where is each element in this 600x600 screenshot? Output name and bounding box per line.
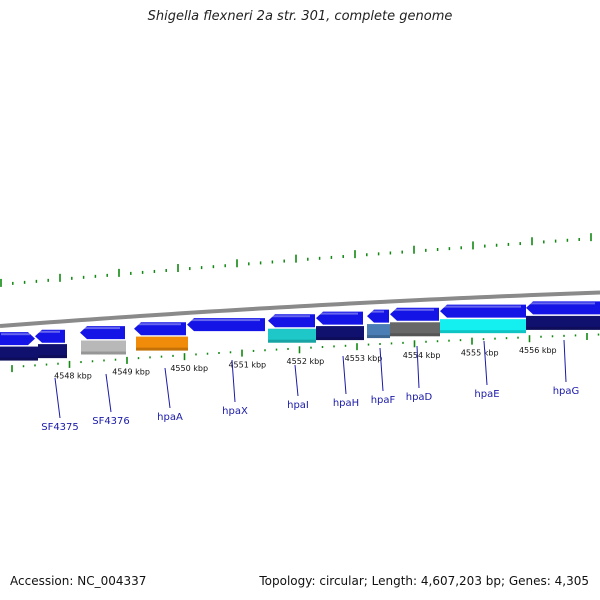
label-leader-line (483, 340, 488, 386)
gene-arrow[interactable] (390, 307, 439, 321)
kbp-label: 4556 kbp (519, 346, 557, 355)
gene-label[interactable]: hpaI (287, 400, 309, 411)
gene-label[interactable]: hpaA (157, 412, 183, 423)
gene-shadow (390, 333, 440, 337)
gene-block[interactable] (390, 322, 440, 337)
gene-arrow[interactable] (526, 301, 600, 315)
kbp-label: 4555 kbp (461, 348, 499, 357)
genome-backbone (0, 290, 600, 328)
accession-text: Accession: NC_004337 (10, 574, 147, 588)
gene-block[interactable] (81, 340, 126, 355)
gene-shadow (0, 357, 38, 361)
gene-highlight (269, 315, 310, 318)
gene-shadow (440, 330, 526, 334)
gene-highlight (1, 333, 30, 336)
outer-tick-track (0, 233, 592, 287)
kbp-label: 4554 kbp (403, 351, 441, 360)
gene-arrow[interactable] (440, 304, 526, 318)
gene-highlight (441, 305, 521, 308)
gene-shadow (81, 351, 126, 355)
gene-arrow[interactable] (367, 309, 389, 323)
gene-label[interactable]: hpaX (222, 406, 248, 417)
inner-tick-track (11, 332, 600, 373)
gene-shadow (526, 326, 600, 330)
label-leader-line (563, 339, 567, 383)
gene-highlight (135, 323, 181, 326)
label-leader-line (164, 367, 171, 409)
gene-label[interactable]: hpaH (333, 398, 359, 409)
label-leader-line (379, 347, 384, 392)
backbone-line (0, 290, 600, 328)
kbp-label: 4551 kbp (228, 360, 266, 369)
gene-block[interactable] (38, 344, 67, 359)
label-leader-line (54, 377, 61, 419)
kbp-axis-labels: 4548 kbp 4549 kbp 4550 kbp 4551 kbp 4552 kbp… (54, 346, 557, 381)
gene-highlight (317, 312, 358, 315)
gene-block[interactable] (440, 319, 526, 334)
gene-shadow (367, 335, 390, 339)
gene-arrow[interactable] (35, 329, 65, 343)
gene-label[interactable]: hpaE (474, 389, 499, 400)
gene-shadow (136, 347, 188, 351)
gene-highlight (81, 327, 120, 330)
kbp-label: 4553 kbp (345, 354, 383, 363)
kbp-label: 4550 kbp (170, 364, 208, 373)
gene-block[interactable] (367, 324, 390, 339)
gene-shadow (38, 355, 67, 359)
gene-label[interactable]: hpaD (406, 392, 433, 403)
gene-arrow[interactable] (80, 326, 125, 340)
gene-arrow[interactable] (316, 311, 363, 325)
label-leader-line (416, 345, 420, 389)
label-leader-line (231, 359, 236, 403)
kbp-label: 4548 kbp (54, 372, 92, 381)
gene-highlight (527, 302, 595, 305)
gene-block[interactable] (136, 336, 188, 351)
gene-block[interactable] (0, 346, 38, 361)
forward-gene-track (0, 301, 600, 346)
gene-block[interactable] (526, 315, 600, 330)
gene-label[interactable]: SF4376 (92, 416, 130, 427)
gene-label[interactable]: hpaG (553, 386, 580, 397)
genome-summary-text: Topology: circular; Length: 4,607,203 bp… (259, 574, 589, 588)
gene-block[interactable] (268, 328, 316, 343)
gene-highlight (391, 308, 434, 311)
gene-block[interactable] (316, 326, 364, 341)
gene-arrow[interactable] (0, 332, 35, 346)
gene-label[interactable]: SF4375 (41, 422, 79, 433)
gene-arrow[interactable] (268, 314, 315, 328)
gene-labels: SF4375 SF4376 hpaA hpaX hpaI hpaH hpaF hpaD hpaE… (41, 339, 580, 433)
label-leader-line (342, 355, 347, 395)
gene-shadow (268, 339, 316, 343)
gene-shadow (316, 337, 364, 341)
map-title: Shigella flexneri 2a str. 301, complete … (147, 9, 453, 24)
gene-highlight (368, 310, 384, 313)
gene-arrow[interactable] (187, 318, 265, 332)
gene-label[interactable]: hpaF (371, 395, 396, 406)
gene-highlight (36, 330, 60, 333)
kbp-label: 4549 kbp (112, 368, 150, 377)
gene-highlight (188, 319, 260, 322)
gene-arrow[interactable] (134, 322, 186, 336)
label-leader-line (105, 373, 112, 413)
label-leader-line (294, 364, 299, 397)
kbp-label: 4552 kbp (287, 357, 325, 366)
reverse-gene-track (0, 315, 600, 361)
